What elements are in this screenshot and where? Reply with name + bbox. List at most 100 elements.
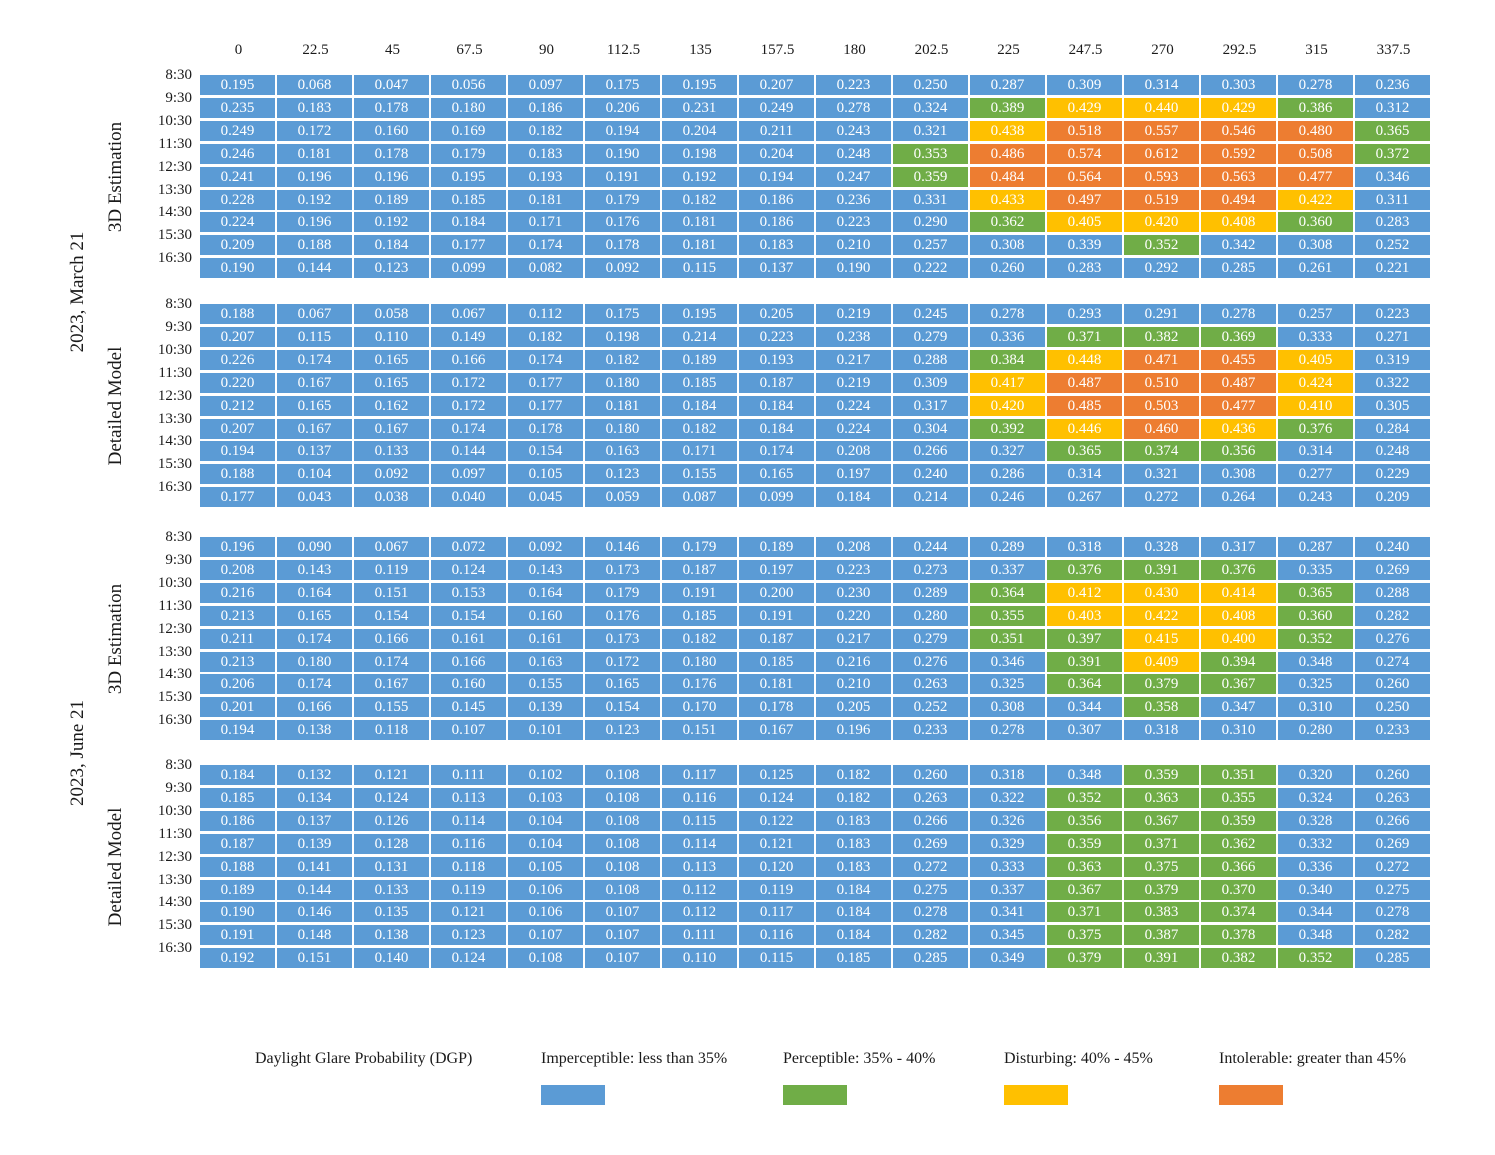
heatmap-cell: 0.351 [970, 628, 1045, 649]
column-header: 0 [234, 42, 243, 58]
heatmap-cell: 0.477 [1278, 166, 1353, 187]
heatmap-cell: 0.183 [508, 143, 583, 164]
heatmap-cell: 0.192 [277, 189, 352, 210]
row-time-label: 10:30 [157, 802, 192, 819]
heatmap-cell: 0.438 [970, 120, 1045, 141]
heatmap-cell: 0.278 [816, 97, 891, 118]
heatmap-cell: 0.108 [585, 879, 660, 900]
legend-swatch [541, 1085, 605, 1105]
heatmap-cell: 0.198 [585, 326, 660, 347]
heatmap-cell: 0.319 [1355, 349, 1430, 370]
heatmap-cell: 0.102 [508, 765, 583, 785]
heatmap-cell: 0.308 [1278, 235, 1353, 256]
heatmap-cell: 0.067 [431, 304, 506, 324]
row-time-label: 8:30 [165, 67, 192, 83]
heatmap-cell: 0.181 [277, 143, 352, 164]
heatmap-cell: 0.252 [1355, 235, 1430, 256]
heatmap-cell: 0.183 [816, 856, 891, 877]
heatmap-cell: 0.348 [1047, 765, 1122, 785]
heatmap-cell: 0.087 [662, 487, 737, 508]
heatmap-cell: 0.436 [1201, 418, 1276, 439]
heatmap-cell: 0.261 [1278, 258, 1353, 279]
row-time-label: 14:30 [157, 666, 192, 683]
heatmap-cell: 0.379 [1124, 674, 1199, 695]
heatmap-cell: 0.090 [277, 537, 352, 557]
heatmap-cell: 0.189 [354, 189, 429, 210]
heatmap-cell: 0.160 [354, 120, 429, 141]
column-header: 337.5 [1376, 42, 1411, 58]
heatmap-cell: 0.180 [277, 651, 352, 672]
heatmap-cell: 0.318 [1047, 537, 1122, 557]
heatmap-cell: 0.161 [431, 628, 506, 649]
heatmap-cell: 0.124 [354, 787, 429, 808]
heatmap-cell: 0.190 [200, 258, 275, 279]
heatmap-cell: 0.181 [508, 189, 583, 210]
heatmap-cell: 0.273 [893, 559, 968, 580]
heatmap-cell: 0.104 [508, 810, 583, 831]
heatmap-cell: 0.233 [1355, 720, 1430, 741]
heatmap-cell: 0.174 [739, 441, 814, 462]
heatmap-cell: 0.124 [431, 948, 506, 969]
heatmap-cell: 0.178 [354, 97, 429, 118]
heatmap-cell: 0.214 [662, 326, 737, 347]
heatmap-cell: 0.184 [816, 925, 891, 946]
heatmap-cell: 0.282 [1355, 925, 1430, 946]
heatmap-cell: 0.174 [277, 628, 352, 649]
heatmap-cell: 0.409 [1124, 651, 1199, 672]
heatmap-cell: 0.229 [1355, 464, 1430, 485]
heatmap-cell: 0.503 [1124, 395, 1199, 416]
heatmap-cell: 0.186 [739, 189, 814, 210]
heatmap-cell: 0.193 [508, 166, 583, 187]
heatmap-cell: 0.384 [970, 349, 1045, 370]
heatmap-cell: 0.243 [816, 120, 891, 141]
heatmap-cell: 0.116 [662, 787, 737, 808]
heatmap-cell: 0.320 [1278, 765, 1353, 785]
heatmap-cell: 0.376 [1278, 418, 1353, 439]
heatmap-cell: 0.099 [431, 258, 506, 279]
heatmap-cell: 0.112 [508, 304, 583, 324]
heatmap-cell: 0.115 [662, 258, 737, 279]
heatmap-cell: 0.352 [1047, 787, 1122, 808]
heatmap-cell: 0.285 [1201, 258, 1276, 279]
heatmap-cell: 0.188 [200, 856, 275, 877]
heatmap-cell: 0.110 [354, 326, 429, 347]
heatmap-cell: 0.408 [1201, 212, 1276, 233]
heatmap-cell: 0.179 [585, 582, 660, 603]
heatmap-cell: 0.143 [277, 559, 352, 580]
heatmap-cell: 0.213 [200, 651, 275, 672]
heatmap-cell: 0.187 [662, 559, 737, 580]
heatmap-cell: 0.104 [277, 464, 352, 485]
heatmap-cell: 0.188 [200, 304, 275, 324]
heatmap-cell: 0.123 [431, 925, 506, 946]
heatmap-cell: 0.240 [893, 464, 968, 485]
heatmap-cell: 0.110 [662, 948, 737, 969]
heatmap-cell: 0.138 [277, 720, 352, 741]
heatmap-cell: 0.405 [1047, 212, 1122, 233]
heatmap-cell: 0.280 [1278, 720, 1353, 741]
heatmap-cell: 0.107 [585, 948, 660, 969]
heatmap-cell: 0.346 [970, 651, 1045, 672]
heatmap-cell: 0.240 [1355, 537, 1430, 557]
heatmap-cell: 0.360 [1278, 212, 1353, 233]
heatmap-cell: 0.163 [585, 441, 660, 462]
heatmap-cell: 0.246 [970, 487, 1045, 508]
heatmap-cell: 0.108 [508, 948, 583, 969]
heatmap-cell: 0.349 [970, 948, 1045, 969]
heatmap-cell: 0.137 [277, 441, 352, 462]
heatmap-cell: 0.308 [970, 235, 1045, 256]
heatmap-cell: 0.186 [508, 97, 583, 118]
row-time-label: 15:30 [157, 456, 192, 473]
heatmap-cell: 0.371 [1047, 326, 1122, 347]
heatmap-cell: 0.238 [816, 326, 891, 347]
heatmap-cell: 0.121 [739, 833, 814, 854]
column-header: 270 [1151, 42, 1174, 58]
heatmap-cell: 0.117 [739, 902, 814, 923]
heatmap-cell: 0.208 [816, 441, 891, 462]
heatmap-cell: 0.144 [431, 441, 506, 462]
heatmap-cell: 0.518 [1047, 120, 1122, 141]
heatmap-cell: 0.293 [1047, 304, 1122, 324]
heatmap-cell: 0.471 [1124, 349, 1199, 370]
heatmap-cell: 0.195 [431, 166, 506, 187]
heatmap-cell: 0.180 [585, 418, 660, 439]
row-time-label: 14:30 [157, 894, 192, 911]
